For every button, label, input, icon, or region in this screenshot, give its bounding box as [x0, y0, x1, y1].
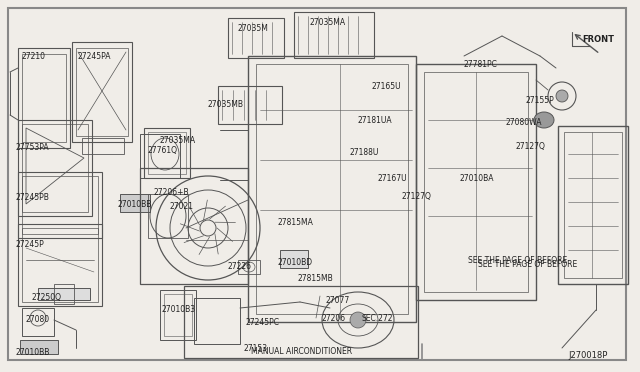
Bar: [294, 12, 374, 58]
Bar: [416, 64, 536, 300]
Bar: [424, 72, 528, 292]
Bar: [140, 168, 248, 284]
Bar: [558, 126, 628, 284]
Text: 27155P: 27155P: [526, 96, 555, 105]
Bar: [248, 56, 416, 322]
Ellipse shape: [534, 112, 554, 128]
Text: 27127Q: 27127Q: [402, 192, 432, 201]
Text: 27815MA: 27815MA: [278, 218, 314, 227]
Text: 27245P: 27245P: [16, 240, 45, 249]
Text: 27815MB: 27815MB: [298, 274, 333, 283]
Bar: [18, 172, 102, 238]
Bar: [18, 224, 102, 306]
Text: 27206+B: 27206+B: [154, 188, 189, 197]
Text: 27010BB: 27010BB: [16, 348, 51, 357]
Text: 27035MA: 27035MA: [160, 136, 196, 145]
Bar: [564, 132, 622, 278]
Text: SEE THE PAGE OF BEFORE: SEE THE PAGE OF BEFORE: [468, 256, 567, 265]
Text: MANUAL AIRCONDITIONER: MANUAL AIRCONDITIONER: [252, 347, 353, 356]
Bar: [22, 54, 66, 142]
Bar: [18, 120, 92, 216]
Text: 27010BA: 27010BA: [460, 174, 495, 183]
Bar: [184, 286, 418, 358]
Bar: [148, 132, 186, 174]
Bar: [148, 194, 188, 238]
Bar: [22, 308, 54, 336]
Bar: [82, 138, 124, 154]
Text: 27181UA: 27181UA: [358, 116, 392, 125]
Bar: [20, 340, 58, 354]
Text: 27021: 27021: [170, 202, 194, 211]
Text: J270018P: J270018P: [568, 352, 608, 360]
Bar: [22, 176, 98, 234]
Text: 27245PC: 27245PC: [246, 318, 280, 327]
Bar: [238, 260, 260, 274]
Text: 27206: 27206: [322, 314, 346, 323]
Text: 27010BB: 27010BB: [118, 200, 152, 209]
Bar: [22, 124, 88, 212]
Ellipse shape: [350, 312, 366, 328]
Bar: [120, 194, 150, 212]
Bar: [280, 250, 308, 268]
Text: FRONT: FRONT: [582, 35, 614, 45]
Text: 27127Q: 27127Q: [516, 142, 546, 151]
Text: 27245PA: 27245PA: [78, 52, 111, 61]
Text: SEC.272: SEC.272: [362, 314, 394, 323]
Text: 27781PC: 27781PC: [464, 60, 498, 69]
Text: SEE THE PAGE OF BEFORE: SEE THE PAGE OF BEFORE: [478, 260, 577, 269]
Text: 27753PA: 27753PA: [16, 143, 50, 152]
Text: 27188U: 27188U: [350, 148, 380, 157]
Ellipse shape: [556, 90, 568, 102]
Bar: [22, 228, 98, 302]
Bar: [140, 134, 180, 178]
Text: 27250Q: 27250Q: [32, 293, 62, 302]
Text: 27153: 27153: [244, 344, 268, 353]
Bar: [256, 64, 408, 314]
Text: 27080WA: 27080WA: [506, 118, 543, 127]
Bar: [76, 48, 128, 136]
Text: 27035MA: 27035MA: [310, 18, 346, 27]
Bar: [194, 298, 240, 344]
Bar: [218, 86, 282, 124]
Text: 27035M: 27035M: [238, 24, 269, 33]
Bar: [38, 288, 90, 300]
Text: 27010BD: 27010BD: [278, 258, 313, 267]
Text: 27035MB: 27035MB: [208, 100, 244, 109]
Text: 27010B3: 27010B3: [162, 305, 196, 314]
Text: 27210: 27210: [22, 52, 46, 61]
Bar: [54, 284, 74, 304]
Bar: [144, 128, 190, 178]
Bar: [18, 48, 70, 148]
Text: 27080: 27080: [26, 315, 50, 324]
Bar: [72, 42, 132, 142]
Bar: [164, 294, 192, 336]
Text: 27245PB: 27245PB: [16, 193, 50, 202]
Text: 27167U: 27167U: [378, 174, 408, 183]
Text: 27077: 27077: [326, 296, 350, 305]
Bar: [160, 290, 196, 340]
Bar: [228, 18, 284, 58]
Text: 27761Q: 27761Q: [148, 146, 178, 155]
Text: 27165U: 27165U: [372, 82, 402, 91]
Text: 27226: 27226: [228, 262, 252, 271]
